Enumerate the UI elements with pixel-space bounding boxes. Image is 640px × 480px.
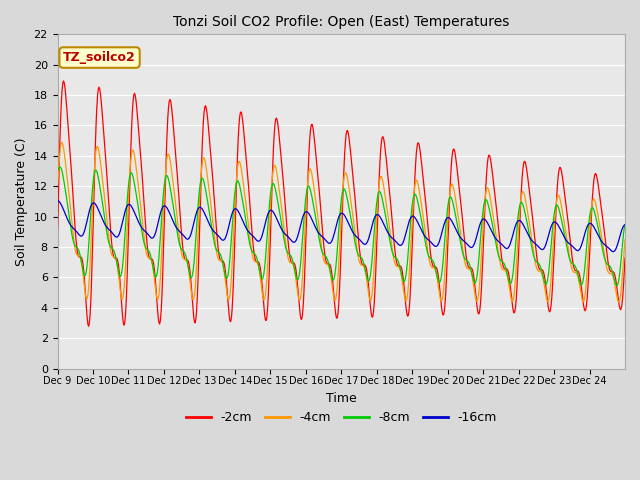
Legend: -2cm, -4cm, -8cm, -16cm: -2cm, -4cm, -8cm, -16cm xyxy=(180,406,502,429)
X-axis label: Time: Time xyxy=(326,392,356,405)
Text: TZ_soilco2: TZ_soilco2 xyxy=(63,51,136,64)
Title: Tonzi Soil CO2 Profile: Open (East) Temperatures: Tonzi Soil CO2 Profile: Open (East) Temp… xyxy=(173,15,509,29)
Y-axis label: Soil Temperature (C): Soil Temperature (C) xyxy=(15,137,28,266)
